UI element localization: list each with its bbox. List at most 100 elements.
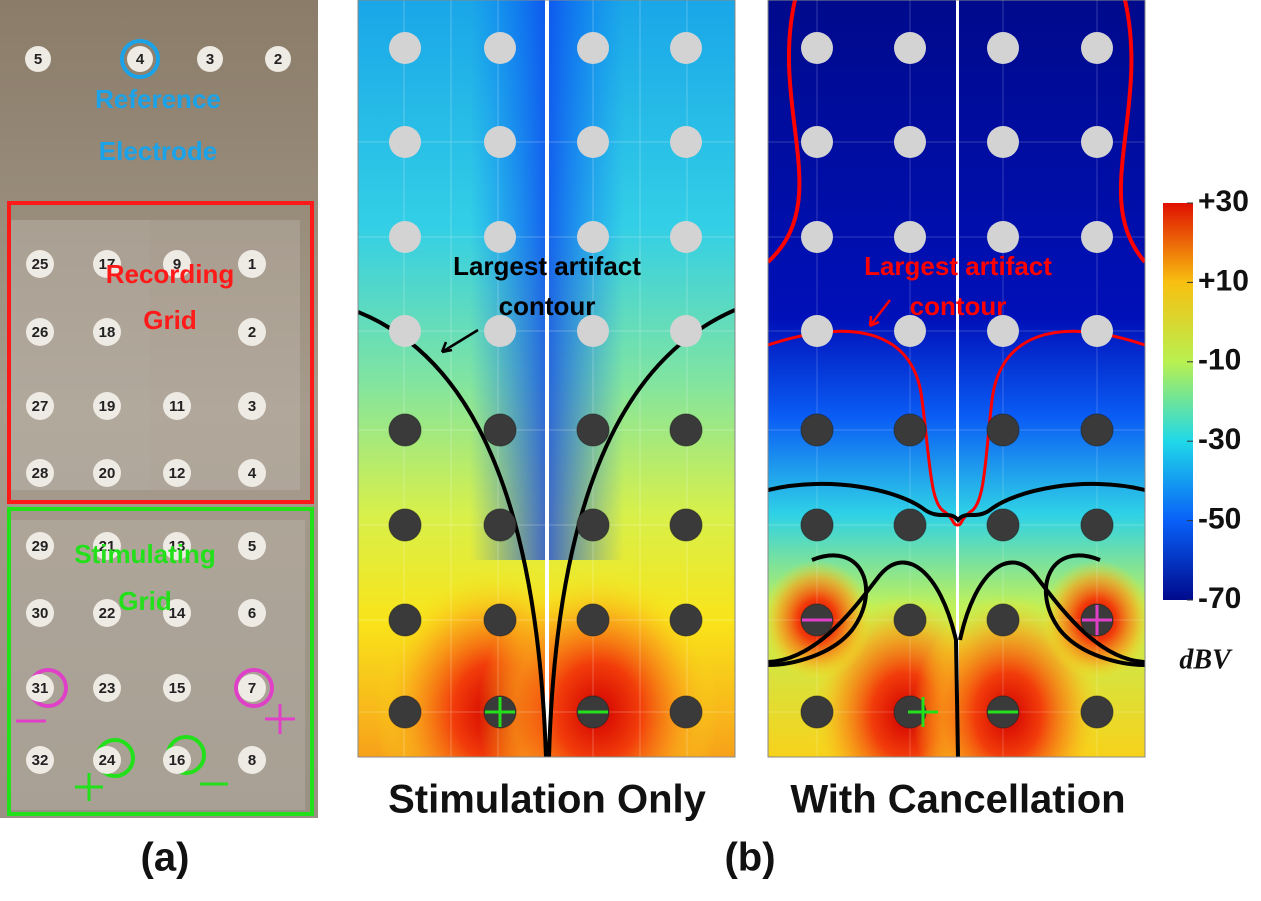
- annotation: Largest artifact: [864, 251, 1052, 281]
- electrode-number: 20: [99, 465, 116, 482]
- electrode-dot: [670, 604, 702, 636]
- electrode-dot: [987, 414, 1019, 446]
- electrode-dot: [894, 126, 926, 158]
- electrode-number: 4: [136, 51, 145, 68]
- colorbar-tick-label: -10: [1198, 344, 1241, 377]
- electrode-dot: [577, 32, 609, 64]
- electrode-number: 2: [274, 51, 282, 68]
- electrode-dot: [577, 126, 609, 158]
- group-label: Reference: [95, 84, 221, 114]
- electrode-dot: [577, 414, 609, 446]
- group-label: Recording: [106, 259, 235, 289]
- electrode-number: 30: [32, 605, 49, 622]
- electrode-number: 3: [248, 398, 256, 415]
- electrode-dot: [801, 509, 833, 541]
- electrode-dot: [801, 696, 833, 728]
- electrode-number: 3: [206, 51, 214, 68]
- electrode-dot: [484, 126, 516, 158]
- electrode-number: 22: [99, 605, 116, 622]
- electrode-number: 25: [32, 256, 49, 273]
- electrode-dot: [670, 696, 702, 728]
- electrode-dot: [670, 126, 702, 158]
- electrode-number: 19: [99, 398, 116, 415]
- colorbar-tick-label: +30: [1198, 185, 1249, 218]
- electrode-number: 11: [169, 398, 185, 415]
- electrode-dot: [1081, 315, 1113, 347]
- electrode-dot: [894, 32, 926, 64]
- panel-label: (b): [724, 836, 775, 880]
- electrode-dot: [801, 32, 833, 64]
- electrode-dot: [389, 126, 421, 158]
- electrode-dot: [801, 221, 833, 253]
- electrode-number: 26: [32, 324, 49, 341]
- electrode-dot: [987, 604, 1019, 636]
- colorbar-tick-label: -70: [1198, 582, 1241, 615]
- electrode-dot: [670, 509, 702, 541]
- electrode-dot: [894, 221, 926, 253]
- electrode-dot: [1081, 221, 1113, 253]
- electrode-dot: [801, 126, 833, 158]
- electrode-dot: [1081, 414, 1113, 446]
- electrode-dot: [389, 604, 421, 636]
- electrode-dot: [987, 509, 1019, 541]
- colorbar-tick-label: -50: [1198, 503, 1241, 536]
- annotation: contour: [910, 291, 1007, 321]
- electrode-number: 7: [248, 680, 256, 697]
- group-label: Electrode: [99, 136, 218, 166]
- group-label: Grid: [118, 586, 171, 616]
- electrode-dot: [577, 221, 609, 253]
- electrode-dot: [1081, 126, 1113, 158]
- electrode-number: 18: [99, 324, 116, 341]
- electrode-dot: [1081, 509, 1113, 541]
- electrode-dot: [894, 509, 926, 541]
- colorbar-tick-label: -30: [1198, 423, 1241, 456]
- panel-title: With Cancellation: [790, 778, 1125, 822]
- electrode-dot: [670, 221, 702, 253]
- electrode-dot: [670, 315, 702, 347]
- electrode-dot: [484, 32, 516, 64]
- electrode-dot: [1081, 32, 1113, 64]
- electrode-number: 5: [248, 538, 256, 555]
- electrode-number: 1: [248, 256, 256, 273]
- electrode-dot: [987, 32, 1019, 64]
- electrode-number: 8: [248, 752, 256, 769]
- colorbar: [1163, 203, 1193, 600]
- electrode-dot: [389, 414, 421, 446]
- electrode-number: 12: [169, 465, 186, 482]
- group-label: Grid: [143, 305, 196, 335]
- group-label: Stimulating: [74, 539, 216, 569]
- figure: 5432251791261822719113282012429211353022…: [0, 0, 1261, 896]
- panel-title: Stimulation Only: [388, 778, 707, 822]
- electrode-dot: [670, 414, 702, 446]
- electrode-number: 32: [32, 752, 49, 769]
- electrode-dot: [389, 509, 421, 541]
- electrode-dot: [484, 509, 516, 541]
- electrode-dot: [670, 32, 702, 64]
- electrode-dot: [987, 221, 1019, 253]
- electrode-dot: [577, 509, 609, 541]
- electrode-dot: [894, 414, 926, 446]
- electrode-dot: [1081, 696, 1113, 728]
- colorbar-unit: dBV: [1179, 644, 1233, 675]
- panel-label: (a): [141, 836, 190, 880]
- annotation: contour: [499, 291, 596, 321]
- electrode-dot: [484, 604, 516, 636]
- electrode-number: 27: [32, 398, 49, 415]
- electrode-number: 29: [32, 538, 49, 555]
- electrode-number: 24: [99, 752, 116, 769]
- electrode-number: 4: [248, 465, 257, 482]
- electrode-number: 15: [169, 680, 186, 697]
- electrode-number: 5: [34, 51, 42, 68]
- electrode-number: 2: [248, 324, 256, 341]
- electrode-dot: [484, 414, 516, 446]
- electrode-dot: [894, 604, 926, 636]
- electrode-dot: [577, 604, 609, 636]
- annotation: Largest artifact: [453, 251, 641, 281]
- electrode-number: 28: [32, 465, 49, 482]
- electrode-dot: [484, 221, 516, 253]
- electrode-dot: [389, 696, 421, 728]
- electrode-dot: [801, 414, 833, 446]
- electrode-dot: [389, 315, 421, 347]
- electrode-dot: [801, 315, 833, 347]
- electrode-dot: [389, 221, 421, 253]
